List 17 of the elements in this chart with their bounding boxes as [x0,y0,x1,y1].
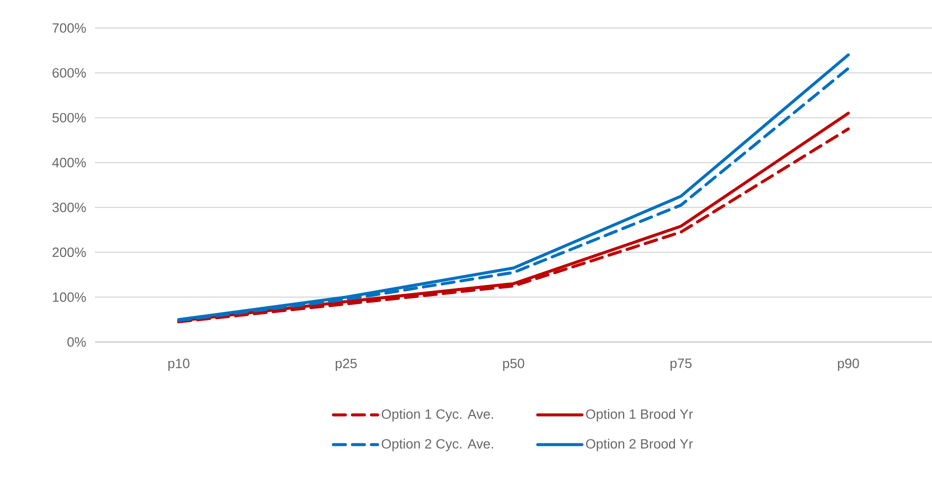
y-tick-label: 100% [52,292,86,302]
x-tick-label: p75 [670,358,692,371]
y-tick-label: 400% [52,158,86,168]
legend-label: Option 2 Cyc. Ave. [382,438,494,452]
x-tick-label: p10 [168,358,190,371]
y-tick-label: 300% [52,202,86,212]
y-tick-label: 0% [67,337,86,347]
y-tick-label: 700% [52,23,86,33]
y-tick-label: 600% [52,68,86,78]
x-tick-label: p90 [838,358,859,371]
legend-label: Option 2 Brood Yr [586,438,693,452]
y-tick-label: 200% [52,248,86,258]
x-tick-label: p50 [503,358,524,371]
y-tick-label: 500% [52,112,86,122]
legend-label: Option 1 Brood Yr [586,408,693,422]
legend-label: Option 1 Cyc. Ave. [382,408,494,422]
x-tick-label: p25 [336,358,357,371]
